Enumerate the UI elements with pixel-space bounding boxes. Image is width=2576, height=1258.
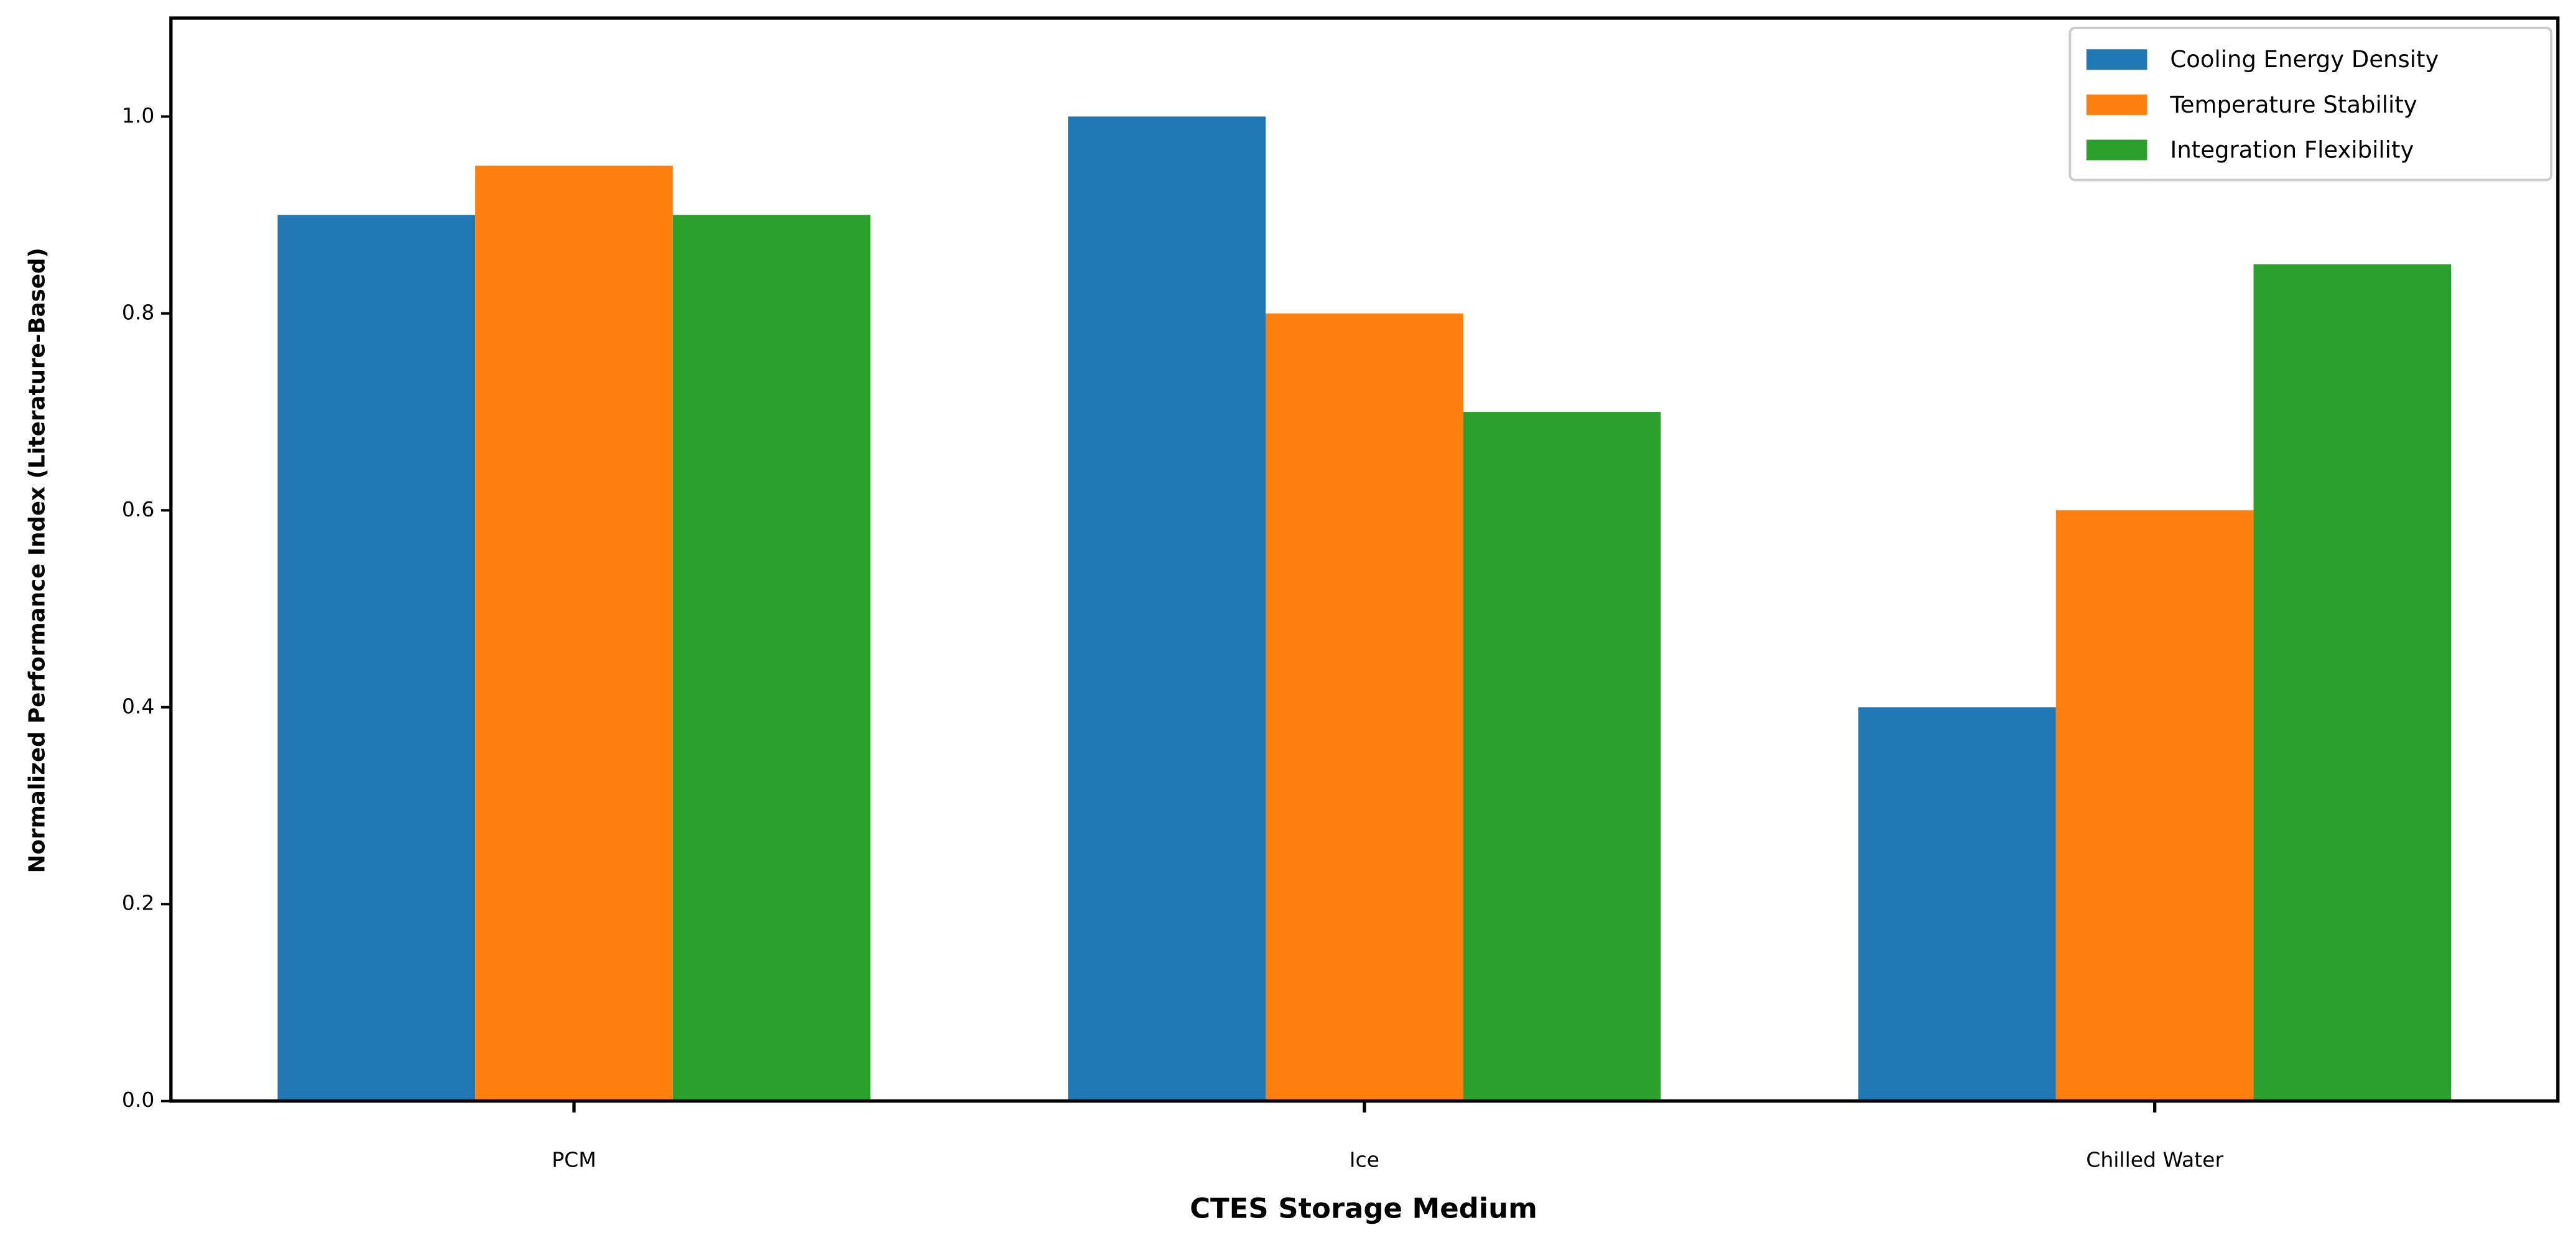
x-tick-label: PCM xyxy=(552,1147,596,1172)
bar xyxy=(1265,313,1463,1101)
x-axis-label: CTES Storage Medium xyxy=(1190,1191,1537,1224)
bar xyxy=(672,215,871,1101)
legend-label: Cooling Energy Density xyxy=(2170,46,2439,73)
bar xyxy=(1463,412,1661,1101)
y-tick-label: 0.0 xyxy=(122,1088,154,1112)
y-tick-label: 1.0 xyxy=(122,103,154,128)
bar xyxy=(277,215,476,1101)
y-axis-label: Normalized Performance Index (Literature… xyxy=(24,248,50,873)
y-tick-label: 0.2 xyxy=(122,891,154,915)
legend-label: Integration Flexibility xyxy=(2170,137,2414,164)
plot-frame xyxy=(169,16,2560,1103)
bar xyxy=(2055,510,2254,1101)
legend-swatch xyxy=(2086,94,2147,115)
legend-swatch xyxy=(2086,49,2147,70)
legend-box xyxy=(2069,26,2553,182)
bar xyxy=(475,165,673,1101)
x-tick-label: Ice xyxy=(1350,1147,1379,1172)
bar xyxy=(1858,707,2056,1101)
bar xyxy=(1068,116,1266,1101)
legend-swatch xyxy=(2086,139,2147,161)
y-tick-label: 0.6 xyxy=(122,497,154,521)
y-tick-label: 0.8 xyxy=(122,300,154,324)
legend-label: Temperature Stability xyxy=(2169,91,2417,118)
bar xyxy=(2253,264,2452,1101)
x-tick-label: Chilled Water xyxy=(2086,1147,2223,1172)
y-tick-label: 0.4 xyxy=(122,694,154,718)
